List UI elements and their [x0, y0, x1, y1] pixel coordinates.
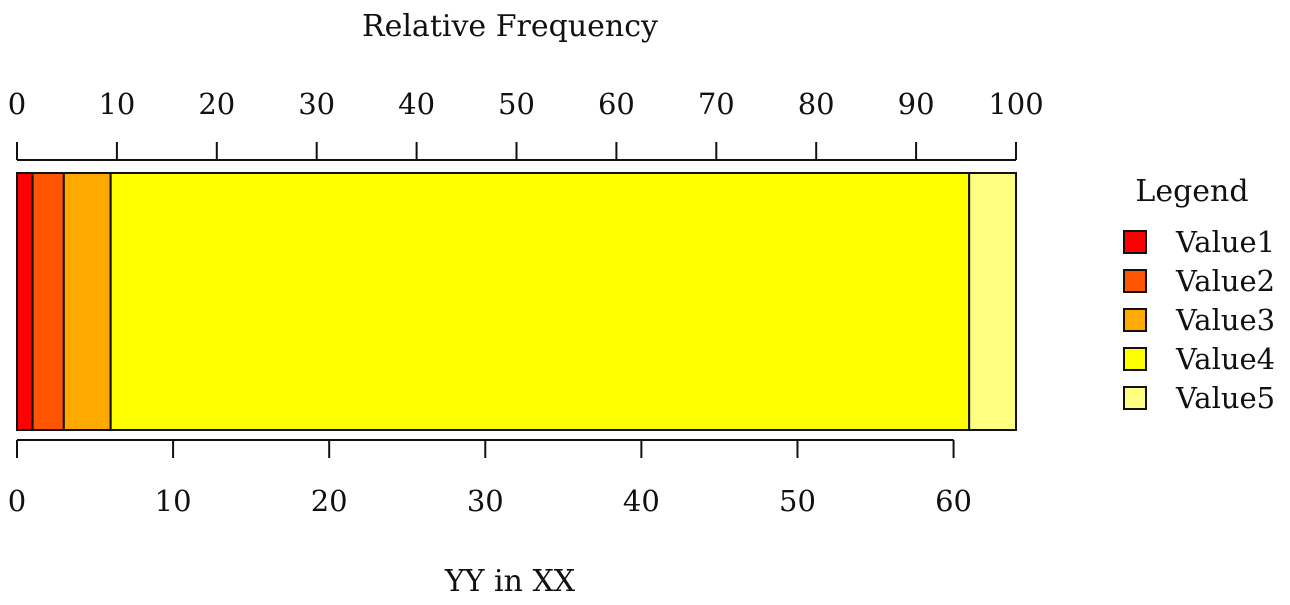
bar-segment-value2: [33, 173, 64, 430]
bar-segment-value4: [111, 173, 970, 430]
x-axis-label: YY in XX: [444, 564, 576, 599]
chart-title: Relative Frequency: [362, 9, 658, 44]
top-axis-tick-label-100: 100: [988, 87, 1043, 121]
top-axis-tick-label-60: 60: [598, 87, 635, 121]
top-axis-tick-label-20: 20: [198, 87, 235, 121]
bottom-axis-tick-label-60: 60: [935, 484, 972, 518]
bottom-axis-tick-label-0: 0: [8, 484, 26, 518]
top-axis-tick-label-50: 50: [498, 87, 535, 121]
bar-segment-value3: [64, 173, 111, 430]
top-axis-tick-label-10: 10: [98, 87, 135, 121]
legend-swatch-value4: [1124, 348, 1146, 370]
legend-swatch-value3: [1124, 309, 1146, 331]
bottom-axis-tick-label-20: 20: [311, 484, 348, 518]
top-axis-tick-label-80: 80: [798, 87, 835, 121]
legend-title: Legend: [1135, 174, 1248, 209]
bottom-axis-tick-label-50: 50: [779, 484, 816, 518]
top-axis-tick-label-40: 40: [398, 87, 435, 121]
legend-swatch-value1: [1124, 231, 1146, 253]
bottom-axis-tick-label-10: 10: [155, 484, 192, 518]
legend-swatch-value2: [1124, 270, 1146, 292]
top-axis-tick-label-30: 30: [298, 87, 335, 121]
legend-label-value5: Value5: [1175, 381, 1275, 415]
legend-label-value3: Value3: [1175, 303, 1275, 337]
bar-segment-value1: [17, 173, 33, 430]
bottom-axis-tick-label-30: 30: [467, 484, 504, 518]
top-axis-tick-label-70: 70: [698, 87, 735, 121]
legend-label-value4: Value4: [1175, 342, 1275, 376]
bottom-axis-tick-label-40: 40: [623, 484, 660, 518]
legend-label-value2: Value2: [1175, 264, 1275, 298]
top-axis-tick-label-90: 90: [898, 87, 935, 121]
legend-label-value1: Value1: [1175, 225, 1275, 259]
bar-segment-value5: [969, 173, 1016, 430]
legend-swatch-value5: [1124, 387, 1146, 409]
top-axis-tick-label-0: 0: [8, 87, 26, 121]
